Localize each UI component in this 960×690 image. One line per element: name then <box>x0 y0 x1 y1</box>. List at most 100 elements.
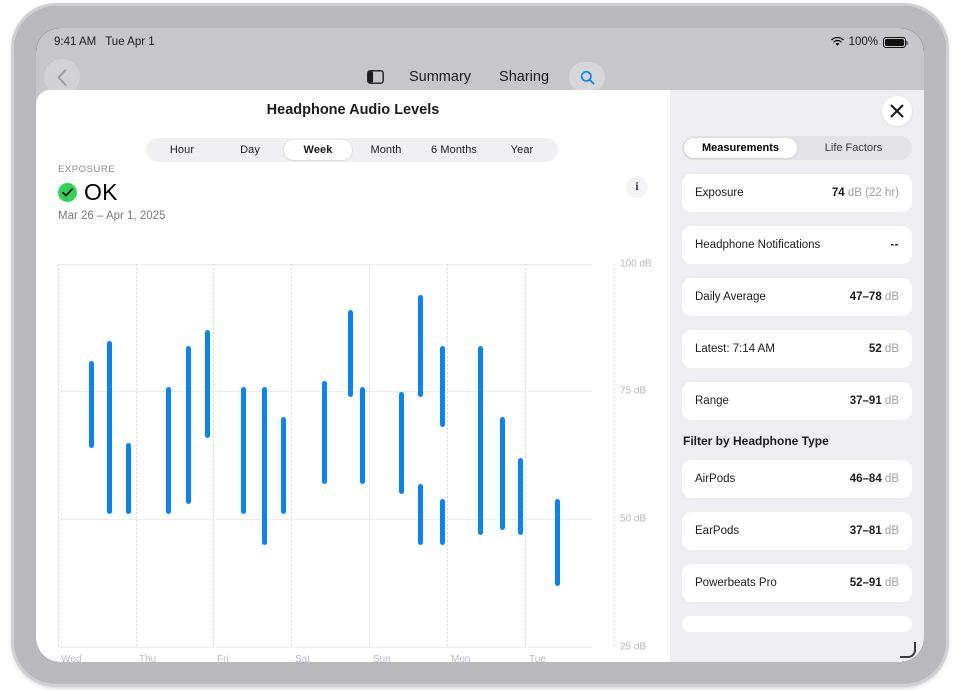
chart-bar[interactable] <box>107 340 112 515</box>
corner-indicator <box>900 642 916 658</box>
day-divider-mon <box>447 264 448 648</box>
segment-week[interactable]: Week <box>284 140 352 160</box>
metric-value: 52–91 dB <box>849 577 899 589</box>
metric-row-earpods[interactable]: EarPods 37–81 dB <box>682 512 912 550</box>
back-button[interactable] <box>44 59 80 95</box>
chart-bar[interactable] <box>186 345 191 504</box>
ytick-100: 100 dB <box>620 258 652 270</box>
chart-bar[interactable] <box>166 386 171 515</box>
metric-value: 47–78 dB <box>849 291 899 303</box>
tab-measurements[interactable]: Measurements <box>684 138 797 158</box>
device-screen: 9:41 AM Tue Apr 1 100% <box>36 28 924 662</box>
close-icon[interactable] <box>882 96 912 126</box>
metric-value: 37–81 dB <box>849 525 899 537</box>
xtick-mon: Mon <box>451 654 471 662</box>
chart-bar[interactable] <box>322 381 327 484</box>
xtick-fri: Fri <box>217 654 229 662</box>
battery-icon <box>883 36 909 48</box>
chart-bar[interactable] <box>418 483 423 545</box>
nav-bar: Summary Sharing <box>36 56 924 98</box>
metric-label: EarPods <box>695 525 740 537</box>
chart-bar[interactable] <box>205 330 210 438</box>
day-divider-sun <box>369 264 370 648</box>
chart-bar[interactable] <box>89 361 94 448</box>
metric-label: AirPods <box>695 473 736 485</box>
metric-value: -- <box>890 239 899 251</box>
info-icon[interactable]: i <box>626 176 648 198</box>
gridline-100 <box>58 264 592 265</box>
exposure-summary: EXPOSURE OK Mar 26 – Apr 1, 2025 <box>58 164 165 222</box>
segment-year[interactable]: Year <box>510 144 534 156</box>
day-divider-thu <box>136 264 137 648</box>
filter-section-title: Filter by Headphone Type <box>683 434 829 448</box>
chart-bar[interactable] <box>478 345 483 535</box>
wifi-icon <box>830 37 844 47</box>
y-axis-line <box>614 264 615 648</box>
metric-row-daily-average[interactable]: Daily Average 47–78 dB <box>682 278 912 316</box>
search-button[interactable] <box>569 62 606 92</box>
status-bar-right: 100% <box>830 36 909 48</box>
metric-label: Latest: 7:14 AM <box>695 343 775 355</box>
device-frame: 9:41 AM Tue Apr 1 100% <box>14 6 946 684</box>
day-divider-tue <box>525 264 526 648</box>
segment-hour[interactable]: Hour <box>169 144 195 156</box>
ytick-75: 75 dB <box>620 385 647 397</box>
metric-row-range[interactable]: Range 37–91 dB <box>682 382 912 420</box>
segment-6-months[interactable]: 6 Months <box>430 144 478 156</box>
tab-sharing[interactable]: Sharing <box>499 69 550 85</box>
day-divider-wed <box>58 264 59 648</box>
ytick-25: 25 dB <box>620 641 647 653</box>
chart-bar[interactable] <box>241 386 246 515</box>
status-time: 9:41 AM <box>54 36 97 48</box>
chart-bar[interactable] <box>281 417 286 515</box>
chevron-left-icon <box>57 68 67 86</box>
metric-label: Range <box>695 395 729 407</box>
date-range: Mar 26 – Apr 1, 2025 <box>58 210 166 222</box>
gridline-25 <box>58 647 592 648</box>
metric-row-powerbeats-pro[interactable]: Powerbeats Pro 52–91 dB <box>682 564 912 602</box>
exposure-label: EXPOSURE <box>58 164 116 175</box>
ipad-content: 9:41 AM Tue Apr 1 100% <box>36 28 924 662</box>
sidebar-toggle-button[interactable] <box>355 62 395 92</box>
metric-row-latest[interactable]: Latest: 7:14 AM 52 dB <box>682 330 912 368</box>
chart-bar[interactable] <box>518 458 523 535</box>
metric-value: 74 dB (22 hr) <box>831 187 899 199</box>
exposure-status-row: OK <box>58 179 165 206</box>
chart-bar[interactable] <box>440 498 445 545</box>
xtick-sat: Sat <box>295 654 311 662</box>
search-icon <box>580 70 595 84</box>
metric-value: 37–91 dB <box>849 395 899 407</box>
chart-bar[interactable] <box>418 294 423 397</box>
chart-bar[interactable] <box>348 309 353 397</box>
ytick-50: 50 dB <box>620 513 647 525</box>
chart-bar[interactable] <box>399 391 404 494</box>
chart-bar[interactable] <box>262 386 267 545</box>
metric-row-exposure[interactable]: Exposure 74 dB (22 hr) <box>682 174 912 212</box>
content-board: Headphone Audio Levels Hour Day Week Mon… <box>36 90 924 662</box>
segment-month[interactable]: Month <box>370 144 402 156</box>
status-badge: OK <box>84 179 118 205</box>
panel-tabs[interactable]: Measurements Life Factors <box>682 136 912 160</box>
chart-bar[interactable] <box>555 498 560 586</box>
metric-row-airpods[interactable]: AirPods 46–84 dB <box>682 460 912 498</box>
xtick-wed: Wed <box>61 654 82 662</box>
metric-row-partial[interactable] <box>682 616 912 632</box>
chart-bar[interactable] <box>500 417 505 530</box>
xtick-thu: Thu <box>139 654 157 662</box>
metric-value: 46–84 dB <box>849 473 899 485</box>
gridline-50 <box>58 519 592 520</box>
status-bar-left: 9:41 AM Tue Apr 1 <box>54 36 155 48</box>
chart-bar[interactable] <box>126 442 131 515</box>
tab-life-factors[interactable]: Life Factors <box>824 142 883 154</box>
sidebar-toggle-icon <box>366 70 384 84</box>
chart-bar[interactable] <box>360 386 365 484</box>
xtick-tue: Tue <box>529 654 546 662</box>
metric-row-headphone-notifications[interactable]: Headphone Notifications -- <box>682 226 912 264</box>
time-range-segmented-control[interactable]: Hour Day Week Month 6 Months Year <box>146 138 558 162</box>
chart-bar[interactable] <box>440 345 445 428</box>
tab-summary[interactable]: Summary <box>408 69 472 85</box>
segment-day[interactable]: Day <box>240 144 260 156</box>
metric-label: Exposure <box>695 187 744 199</box>
day-divider-fri <box>213 264 214 648</box>
page-title: Headphone Audio Levels <box>266 102 440 118</box>
